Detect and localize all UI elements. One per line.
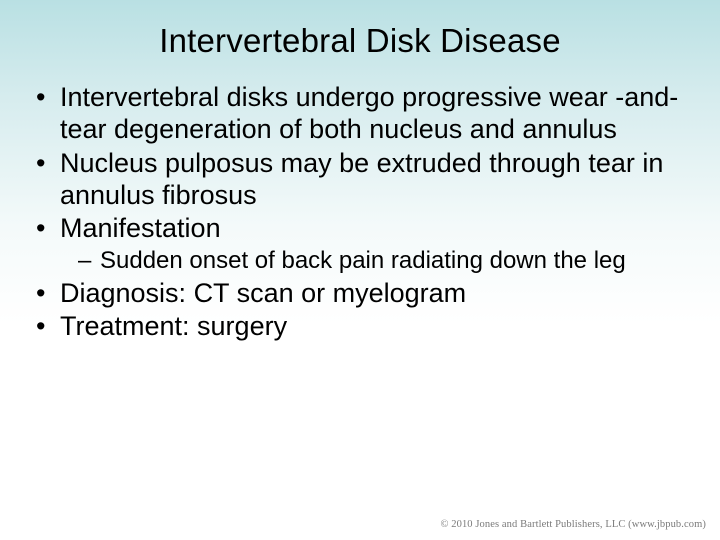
sub-bullet-item: Sudden onset of back pain radiating down… <box>78 247 692 275</box>
bullet-item: Nucleus pulposus may be extruded through… <box>32 148 692 212</box>
bullet-text: Manifestation <box>60 213 221 243</box>
bullet-item: Diagnosis: CT scan or myelogram <box>32 278 692 310</box>
sub-bullet-text: Sudden onset of back pain radiating down… <box>100 247 626 274</box>
bullet-text: Diagnosis: CT scan or myelogram <box>60 278 466 308</box>
slide-title: Intervertebral Disk Disease <box>28 22 692 60</box>
bullet-item: Treatment: surgery <box>32 311 692 343</box>
bullet-text: Nucleus pulposus may be extruded through… <box>60 148 663 210</box>
bullet-item: Manifestation Sudden onset of back pain … <box>32 213 692 275</box>
slide: Intervertebral Disk Disease Intervertebr… <box>0 0 720 540</box>
bullet-list: Intervertebral disks undergo progressive… <box>32 82 692 343</box>
sub-bullet-list: Sudden onset of back pain radiating down… <box>78 247 692 275</box>
copyright-footer: © 2010 Jones and Bartlett Publishers, LL… <box>440 519 706 530</box>
bullet-text: Intervertebral disks undergo progressive… <box>60 82 678 144</box>
bullet-item: Intervertebral disks undergo progressive… <box>32 82 692 146</box>
bullet-text: Treatment: surgery <box>60 311 287 341</box>
